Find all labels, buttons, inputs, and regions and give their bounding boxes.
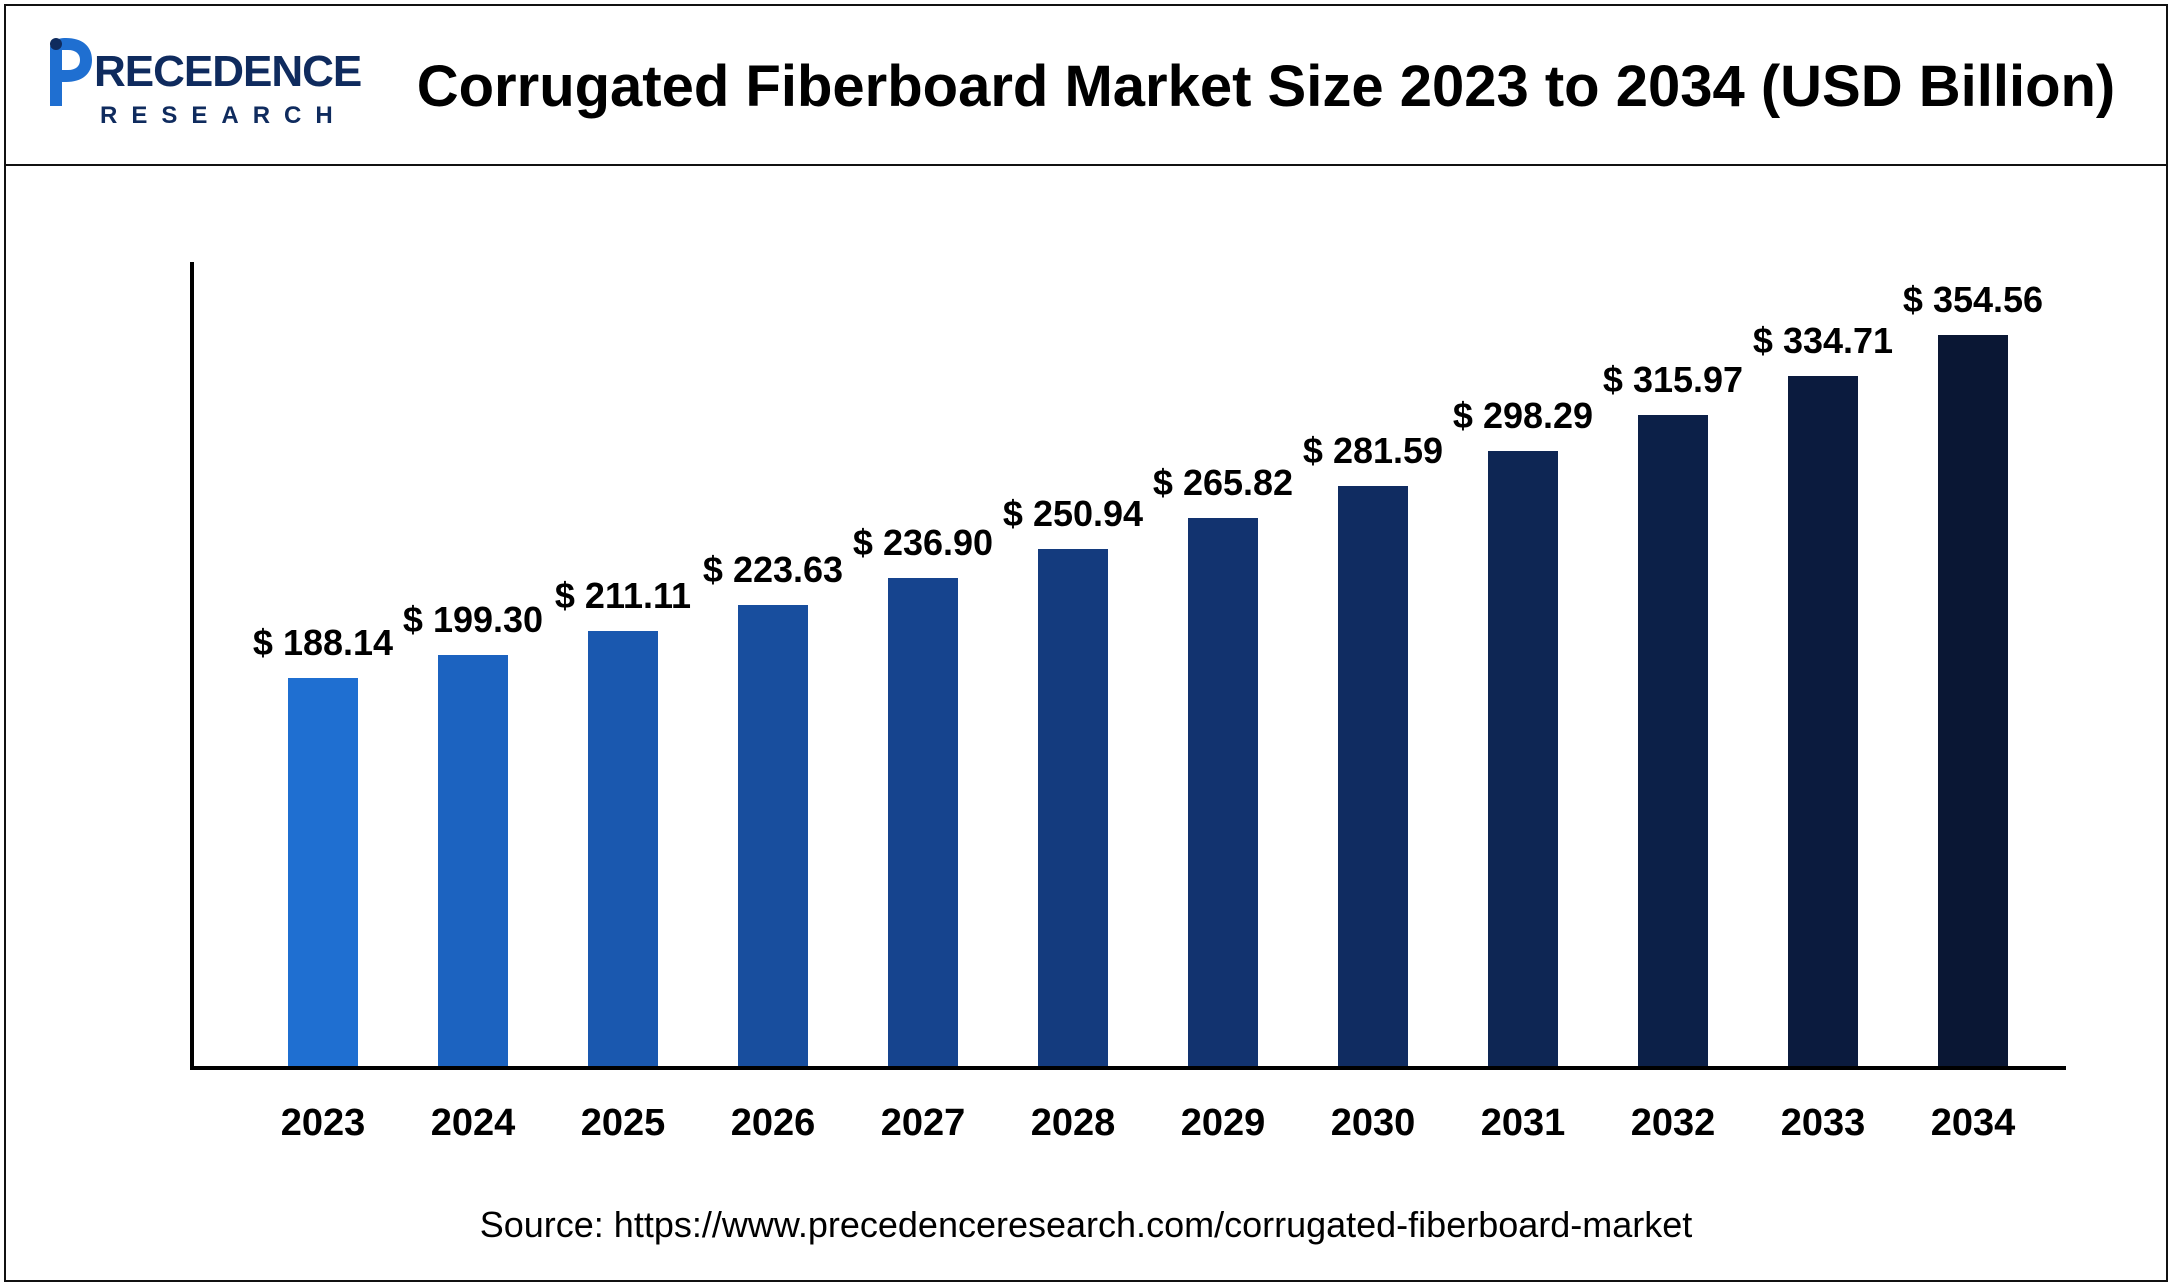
bar-slot: $ 298.29 — [1448, 395, 1598, 1066]
bar-value-label: $ 188.14 — [253, 622, 393, 664]
bar — [1938, 335, 2008, 1066]
logo-p-icon — [42, 36, 98, 108]
bar-slot: $ 265.82 — [1148, 462, 1298, 1066]
x-axis-line — [190, 1066, 2066, 1070]
bar — [1488, 451, 1558, 1066]
source-prefix: Source: — [480, 1204, 604, 1245]
chart-title: Corrugated Fiberboard Market Size 2023 t… — [406, 6, 2126, 166]
bar — [1788, 376, 1858, 1066]
bar-slot: $ 223.63 — [698, 549, 848, 1066]
bar — [438, 655, 508, 1066]
x-axis-tick-label: 2025 — [548, 1102, 698, 1145]
x-axis-tick-label: 2026 — [698, 1102, 848, 1145]
x-axis-tick-label: 2034 — [1898, 1102, 2048, 1145]
bar-container: $ 188.14$ 199.30 $ 211.11 $ 223.63$ 236.90… — [190, 262, 2066, 1066]
source-url: https://www.precedenceresearch.com/corru… — [614, 1204, 1693, 1245]
x-axis-tick-label: 2023 — [248, 1102, 398, 1145]
bar-value-label: $ 223.63 — [703, 549, 843, 591]
source-citation: Source: https://www.precedenceresearch.c… — [6, 1204, 2166, 1246]
bar-slot: $ 211.11 — [548, 575, 698, 1066]
x-axis-tick-label: 2033 — [1748, 1102, 1898, 1145]
x-axis-tick-label: 2024 — [398, 1102, 548, 1145]
bar-slot: $ 250.94 — [998, 493, 1148, 1066]
brand-logo: RECEDENCE RESEARCH — [42, 36, 382, 130]
bar-value-label: $ 199.30 — [403, 599, 543, 641]
bar-slot: $ 315.97 — [1598, 359, 1748, 1066]
bar-slot: $ 236.90 — [848, 522, 998, 1066]
x-axis-tick-label: 2031 — [1448, 1102, 1598, 1145]
x-axis-tick-label: 2028 — [998, 1102, 1148, 1145]
header: RECEDENCE RESEARCH Corrugated Fiberboard… — [6, 6, 2166, 166]
bar-value-label: $ 315.97 — [1603, 359, 1743, 401]
bar-value-label: $ 265.82 — [1153, 462, 1293, 504]
logo-subtitle: RESEARCH — [100, 102, 382, 130]
bar-value-label: $ 250.94 — [1003, 493, 1143, 535]
x-axis-tick-label: 2027 — [848, 1102, 998, 1145]
bar-slot: $ 281.59 — [1298, 430, 1448, 1067]
bar-slot: $ 188.14 — [248, 622, 398, 1066]
bar-value-label: $ 281.59 — [1303, 430, 1443, 472]
bar — [1638, 415, 1708, 1066]
bar-slot: $ 199.30 — [398, 599, 548, 1066]
bar-value-label: $ 354.56 — [1903, 279, 2043, 321]
bar-value-label: $ 236.90 — [853, 522, 993, 564]
logo-top-row: RECEDENCE — [42, 36, 382, 108]
bar-value-label: $ 298.29 — [1453, 395, 1593, 437]
bar — [888, 578, 958, 1066]
bar — [288, 678, 358, 1066]
chart-plot-area: $ 188.14$ 199.30 $ 211.11 $ 223.63$ 236.90… — [190, 262, 2066, 1070]
x-axis-labels: 2023202420252026202720282029203020312032… — [190, 1102, 2066, 1145]
bar — [1188, 518, 1258, 1066]
chart-frame: RECEDENCE RESEARCH Corrugated Fiberboard… — [4, 4, 2168, 1282]
bar — [588, 631, 658, 1066]
logo-word: RECEDENCE — [94, 47, 361, 97]
bar-value-label: $ 211.11 — [555, 575, 691, 617]
bar-slot: $ 334.71 — [1748, 320, 1898, 1066]
bar — [738, 605, 808, 1066]
bar — [1038, 549, 1108, 1066]
x-axis-tick-label: 2030 — [1298, 1102, 1448, 1145]
bar-slot: $ 354.56 — [1898, 279, 2048, 1066]
bar-value-label: $ 334.71 — [1753, 320, 1893, 362]
x-axis-tick-label: 2029 — [1148, 1102, 1298, 1145]
x-axis-tick-label: 2032 — [1598, 1102, 1748, 1145]
bar — [1338, 486, 1408, 1067]
